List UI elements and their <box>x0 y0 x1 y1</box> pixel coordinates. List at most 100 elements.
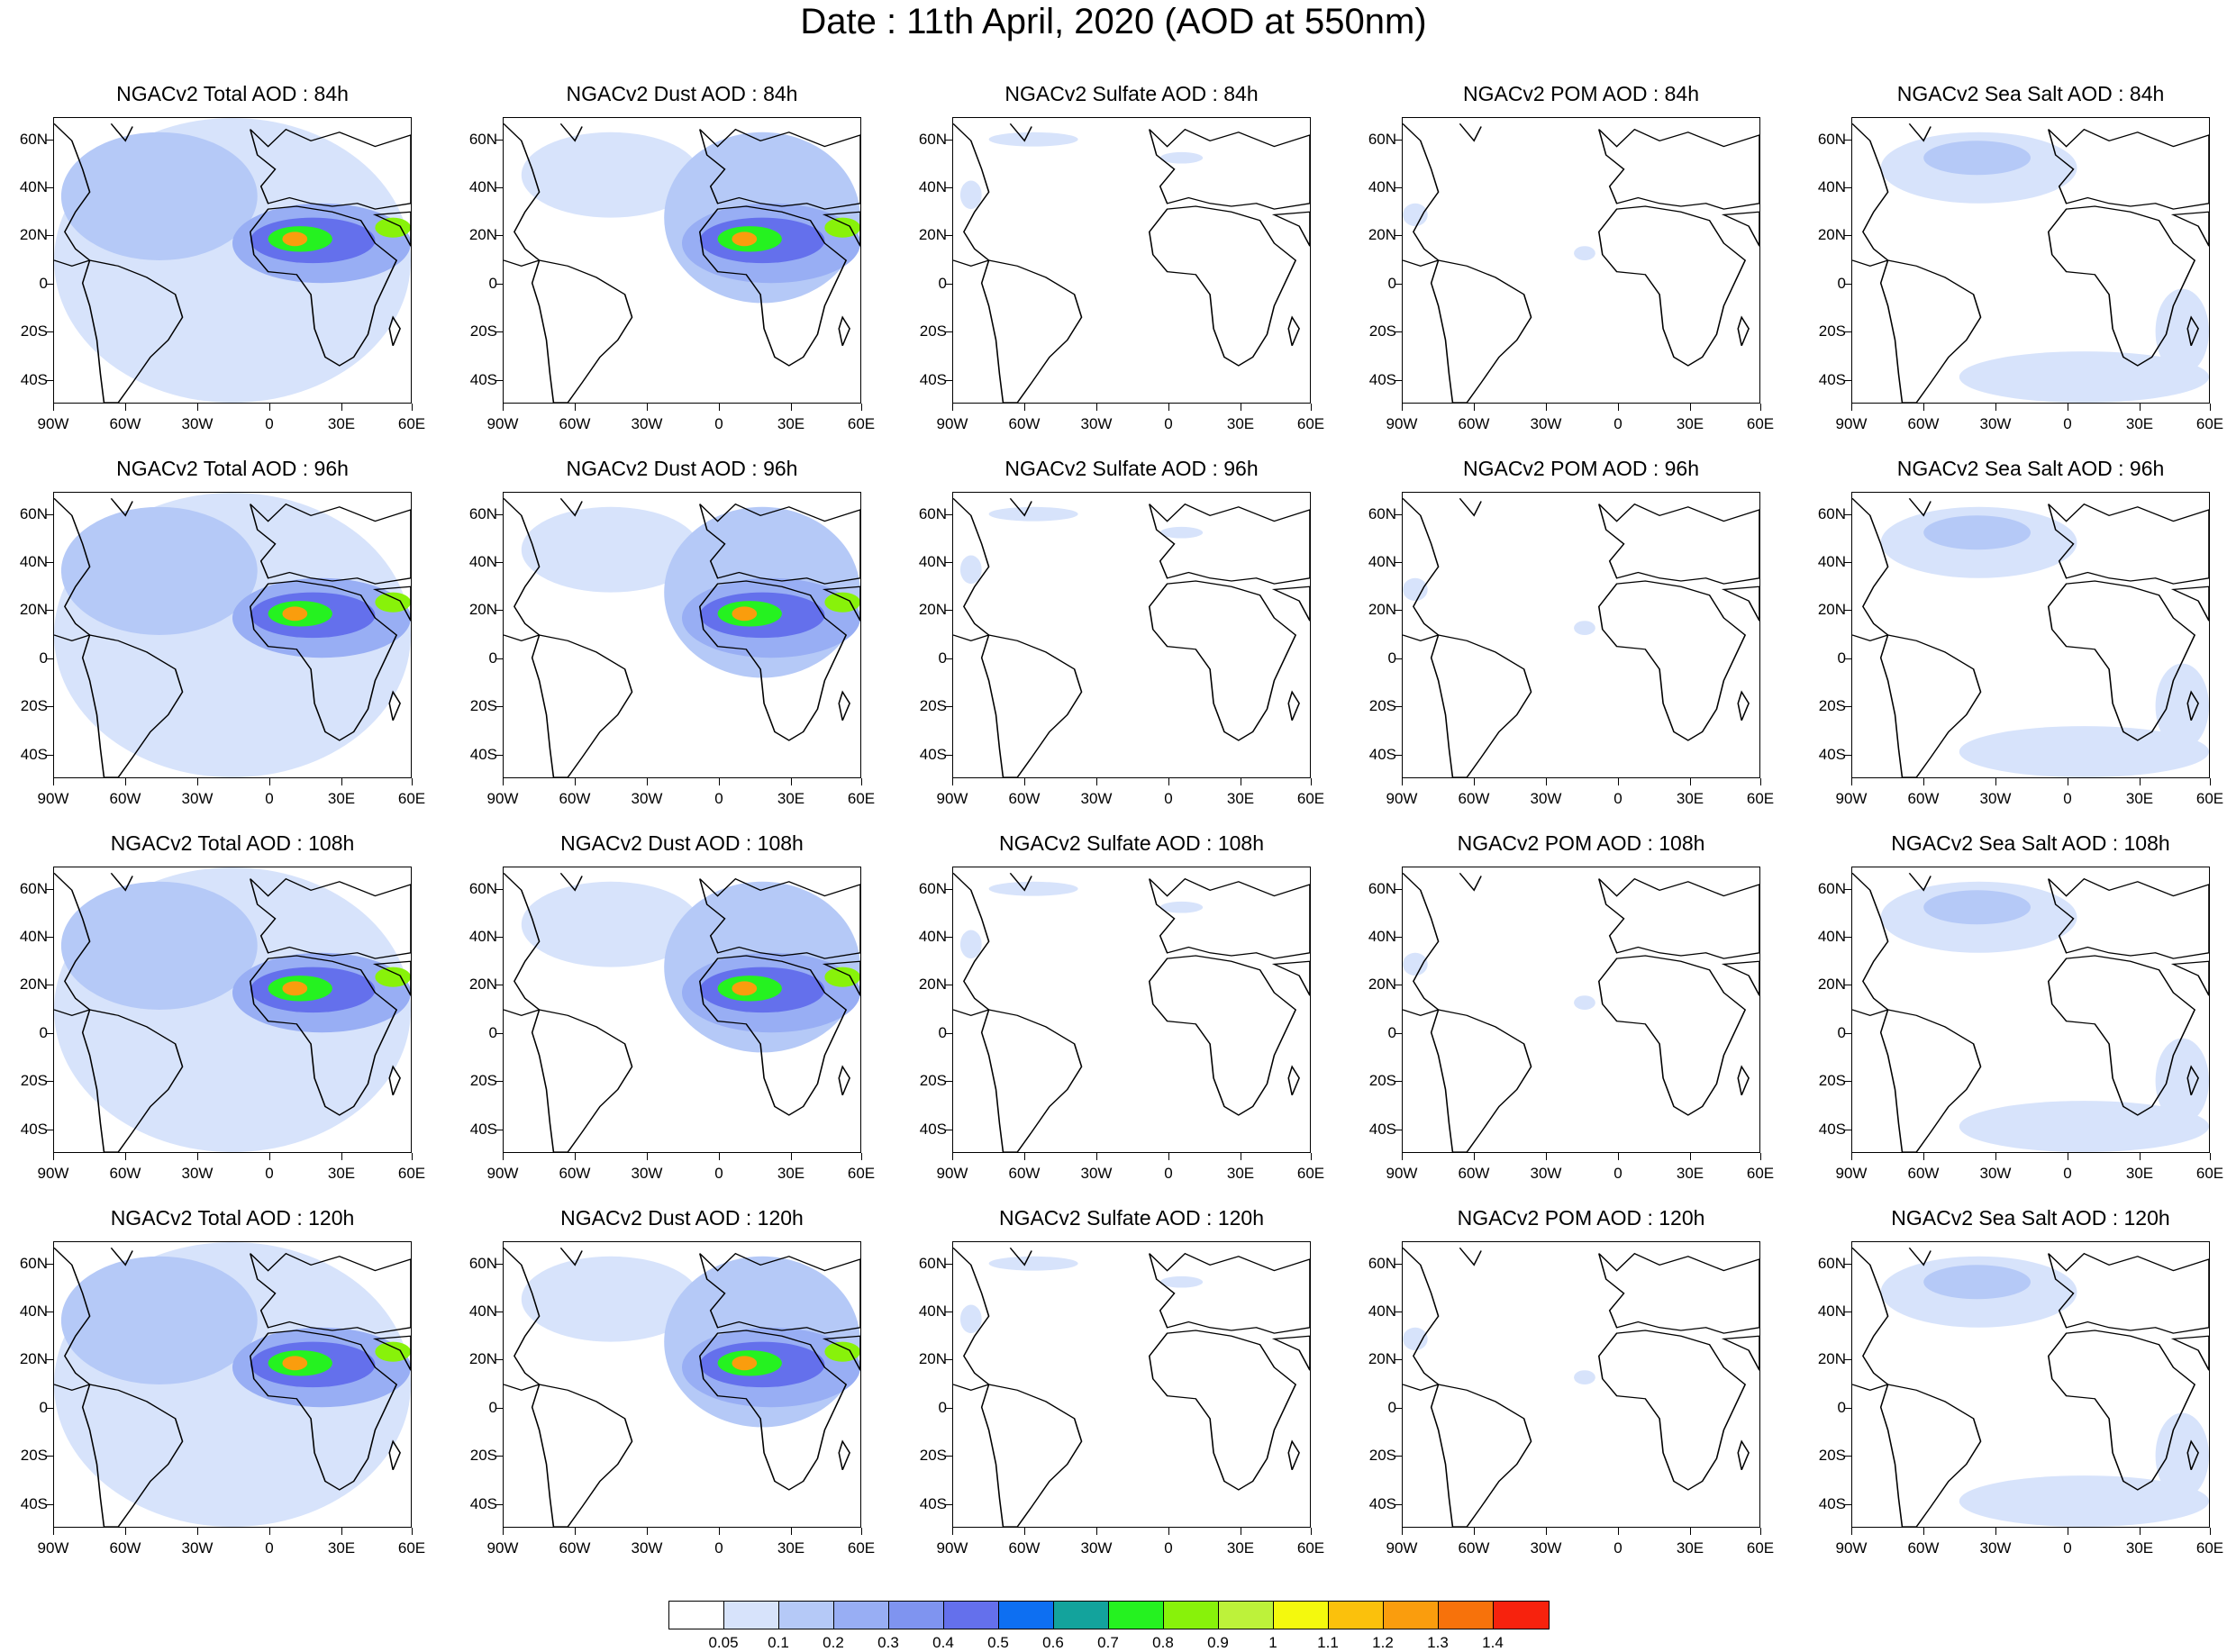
lon-tick <box>341 404 342 411</box>
map-plot-area <box>952 492 1311 778</box>
aod-field <box>504 1247 860 1527</box>
colorbar-label: 0.1 <box>768 1634 789 1651</box>
lat-tick-label: 60N <box>1368 1255 1396 1272</box>
aod-field <box>54 1242 411 1527</box>
panel-title: NGACv2 Sea Salt AOD : 96h <box>1896 457 2165 480</box>
aod-field <box>1403 1247 1759 1527</box>
lat-tick <box>1844 235 1851 236</box>
lon-tick <box>341 778 342 785</box>
lon-tick <box>952 778 953 785</box>
coastline <box>1737 315 1750 346</box>
aod-contour <box>1574 246 1595 260</box>
lat-tick-label: 20N <box>1817 1350 1846 1367</box>
lat-tick <box>1395 1408 1402 1409</box>
aod-field <box>504 872 860 1152</box>
lat-tick <box>1395 562 1402 563</box>
lat-tick-label: 0 <box>39 1399 48 1416</box>
lon-tick-label: 90W <box>37 415 69 432</box>
coastline <box>1737 1065 1750 1095</box>
lon-tick <box>1923 1153 1924 1160</box>
panel-title: NGACv2 Dust AOD : 96h <box>566 457 798 480</box>
coastline <box>1271 1335 1310 1371</box>
lon-tick-label: 30W <box>631 415 663 432</box>
lon-tick-label: 90W <box>936 1539 968 1557</box>
coastline <box>1271 211 1310 247</box>
map-plot-area <box>53 117 412 404</box>
lat-tick <box>1395 755 1402 756</box>
lat-tick <box>1844 1264 1851 1265</box>
lon-tick <box>1168 778 1169 785</box>
coastline <box>1879 1384 1982 1527</box>
lat-tick <box>1844 658 1851 659</box>
lat-tick-label: 60N <box>1817 880 1846 897</box>
aod-field <box>54 118 411 403</box>
lat-tick-label: 0 <box>1837 1024 1846 1041</box>
coastline <box>1459 1247 1482 1266</box>
coastline <box>110 872 133 892</box>
lon-tick <box>861 1528 862 1535</box>
lat-tick-label: 0 <box>938 275 947 292</box>
lon-tick-label: 30W <box>1530 1165 1562 1182</box>
lon-tick <box>1923 1528 1924 1535</box>
coastline <box>81 1384 184 1527</box>
coastline <box>2186 690 2199 721</box>
lon-tick <box>503 1528 504 1535</box>
lat-tick <box>495 1081 503 1082</box>
lon-tick-label: 90W <box>1835 790 1868 807</box>
coastline <box>838 690 850 721</box>
lat-tick <box>495 1504 503 1505</box>
colorbar-swatch <box>1164 1602 1219 1629</box>
coastline <box>1721 585 1759 622</box>
coastline <box>81 1009 184 1152</box>
lat-tick <box>1395 140 1402 141</box>
map-panel: NGACv2 Sulfate AOD : 96h 60N 40N 20N 0 20S 40S… <box>902 456 1324 816</box>
lat-tick <box>495 187 503 188</box>
colorbar-swatch <box>1329 1602 1384 1629</box>
lon-tick-label: 90W <box>1835 1539 1868 1557</box>
coastline <box>2047 205 2196 367</box>
lat-tick-label: 20S <box>919 1447 947 1464</box>
colorbar-label: 1.1 <box>1317 1634 1339 1651</box>
map-panel: NGACv2 POM AOD : 96h 60N 40N 20N 0 20S 40S 90W 6… <box>1351 456 1774 816</box>
lon-tick-label: 0 <box>1613 1165 1623 1182</box>
lat-tick <box>46 889 53 890</box>
lon-tick <box>1546 1153 1547 1160</box>
lon-tick-label: 60E <box>1296 790 1325 807</box>
lat-tick <box>1844 889 1851 890</box>
map-panel: NGACv2 Dust AOD : 96h 60N 40N 20N 0 20S 40S 90W… <box>452 456 875 816</box>
lon-tick <box>1024 1528 1025 1535</box>
aod-field <box>1403 123 1759 403</box>
lon-tick-label: 60E <box>397 1539 426 1557</box>
lon-tick <box>1690 778 1691 785</box>
lat-tick <box>945 1081 952 1082</box>
coastline <box>1721 1335 1759 1371</box>
aod-contour <box>824 1341 860 1362</box>
colorbar-label: 1 <box>1268 1634 1277 1651</box>
panel-title: NGACv2 Dust AOD : 84h <box>566 82 798 105</box>
lon-tick <box>1995 778 1996 785</box>
coastline <box>1879 1009 1982 1152</box>
lat-tick-label: 40S <box>20 1121 48 1138</box>
lon-tick-label: 0 <box>1613 790 1623 807</box>
lat-tick-label: 0 <box>938 649 947 667</box>
coastline <box>1149 1252 1310 1334</box>
lat-tick-label: 60N <box>918 131 947 148</box>
lat-tick <box>1844 1359 1851 1360</box>
coastline <box>1009 1247 1032 1266</box>
lon-tick <box>1618 1153 1619 1160</box>
coastline <box>559 123 583 142</box>
coastline <box>1908 1247 1932 1266</box>
coastline <box>250 503 411 585</box>
panel-title: NGACv2 Dust AOD : 120h <box>560 1206 804 1230</box>
lon-tick <box>647 1153 648 1160</box>
lon-tick-label: 30E <box>2125 790 2154 807</box>
lon-tick-label: 30E <box>2125 1539 2154 1557</box>
lon-tick-label: 30W <box>1979 1539 2012 1557</box>
lon-tick-label: 30W <box>1080 1539 1113 1557</box>
coastline <box>1430 634 1532 777</box>
aod-contour <box>1403 952 1428 976</box>
lat-tick <box>945 1359 952 1360</box>
lat-tick-label: 20S <box>1368 697 1396 714</box>
aod-contour <box>1159 151 1204 164</box>
lon-tick-label: 30W <box>1080 1165 1113 1182</box>
